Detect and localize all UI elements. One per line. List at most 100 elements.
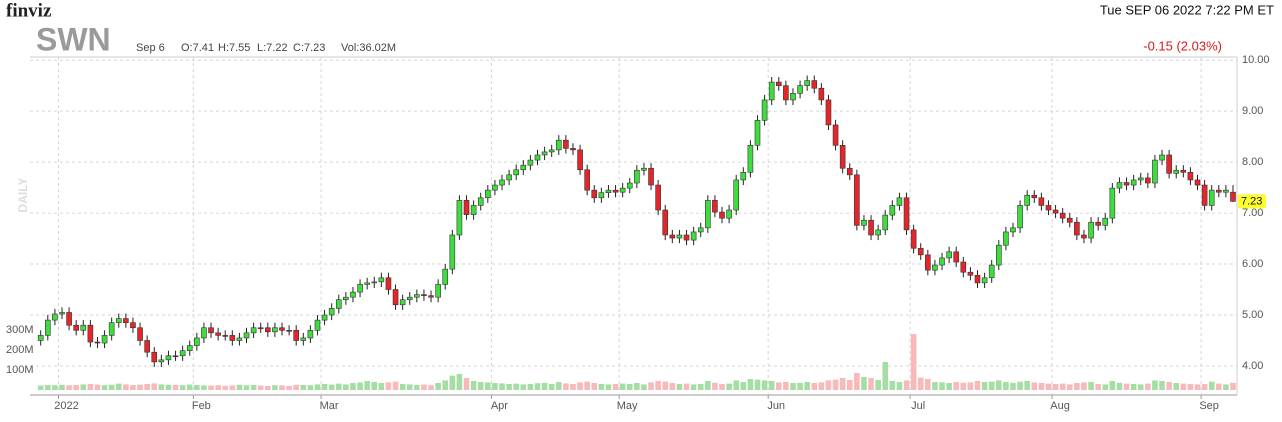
volume-bar (655, 381, 661, 390)
volume-bar (165, 384, 172, 390)
x-tick-label: May (617, 400, 638, 412)
candle-body (250, 327, 257, 334)
candle-body (932, 264, 938, 271)
volume-bar (733, 380, 740, 390)
candle-body (52, 313, 58, 321)
info-volume: Vol:36.02M (341, 42, 396, 54)
volume-bar (719, 384, 725, 390)
volume-bar (485, 382, 491, 390)
candle-body (981, 277, 988, 284)
volume-bar (44, 385, 51, 390)
volume-bar (101, 385, 108, 390)
candle-body (435, 284, 441, 298)
volume-bar (314, 384, 321, 390)
candle-body (87, 324, 94, 343)
candle-body (1180, 169, 1187, 173)
volume-bar (889, 381, 896, 390)
volume-bar (1088, 382, 1094, 390)
candle-body (1194, 179, 1201, 186)
candle-body (598, 192, 605, 199)
candle-body (463, 200, 470, 215)
volume-bar (236, 384, 243, 390)
volume-bar (797, 382, 803, 390)
volume-bar (449, 375, 456, 390)
candle-body (470, 205, 477, 215)
candle-body (719, 211, 725, 219)
candle-body (364, 282, 370, 285)
volume-bar (683, 383, 690, 390)
volume-tick-label: 100M (6, 364, 34, 376)
volume-bar (875, 380, 881, 390)
volume-bar (364, 381, 370, 390)
candle-body (634, 169, 640, 184)
volume-bar (371, 382, 378, 390)
volume-bar (194, 385, 200, 390)
volume-bar (321, 384, 328, 390)
info-date: Sep 6 (136, 42, 165, 54)
volume-tick-label: 300M (6, 324, 34, 336)
candle-body (385, 277, 392, 290)
x-tick-label: Jul (911, 400, 925, 412)
volume-bar (974, 381, 981, 390)
volume-bar (988, 381, 995, 390)
volume-bar (520, 384, 527, 390)
volume-bar (854, 373, 860, 390)
volume-bar (243, 385, 250, 390)
candle-body (144, 340, 150, 353)
candle-body (832, 124, 839, 146)
candle-body (520, 164, 527, 171)
y-tick-label: 10.00 (1242, 54, 1270, 66)
last-price-label: 7.23 (1241, 195, 1262, 207)
volume-bar (761, 380, 768, 390)
volume-bar (1230, 382, 1236, 390)
candle-body (1223, 189, 1229, 193)
candle-body (179, 350, 186, 357)
candle-body (236, 337, 243, 341)
candle-body (1208, 189, 1215, 206)
candle-body (939, 257, 945, 266)
candle-body (775, 81, 782, 86)
candle-body (399, 299, 406, 306)
candle-body (896, 197, 903, 206)
volume-bar (272, 385, 278, 390)
volume-bar (513, 383, 519, 390)
candle-body (577, 149, 583, 171)
volume-bar (378, 383, 385, 390)
candle-body (527, 159, 534, 166)
volume-bar (896, 382, 903, 390)
volume-bar (179, 385, 186, 390)
volume-bar (563, 383, 569, 390)
candle-body (1201, 184, 1208, 206)
candle-body (868, 219, 874, 236)
volume-bar (1024, 381, 1030, 390)
candle-body (477, 197, 484, 206)
candle-body (683, 234, 690, 241)
candle-body (705, 200, 711, 229)
candle-body (428, 295, 434, 298)
candle-body (541, 151, 548, 156)
x-tick-label: Sep (1199, 400, 1219, 412)
volume-bar (1223, 384, 1229, 390)
candle-body (279, 327, 285, 331)
volume-bar (73, 385, 79, 390)
candle-body (555, 139, 562, 151)
volume-bar (1116, 382, 1123, 390)
volume-bar (1216, 383, 1222, 390)
volume-bar (740, 382, 747, 390)
volume-bar (1208, 381, 1215, 390)
candle-body (392, 289, 399, 306)
volume-bar (541, 382, 548, 390)
volume-bar (442, 380, 449, 390)
volume-bar (960, 382, 967, 390)
volume-bar (399, 384, 406, 390)
volume-bar (669, 383, 676, 390)
candle-body (882, 214, 889, 231)
candle-body (960, 261, 967, 273)
volume-bar (335, 383, 342, 390)
candle-body (910, 229, 917, 249)
candle-body (768, 81, 775, 101)
volume-bar (357, 382, 363, 390)
candle-body (328, 308, 335, 316)
datetime: Tue SEP 06 2022 7:22 PM ET (1100, 2, 1274, 17)
volume-bar (967, 382, 974, 390)
